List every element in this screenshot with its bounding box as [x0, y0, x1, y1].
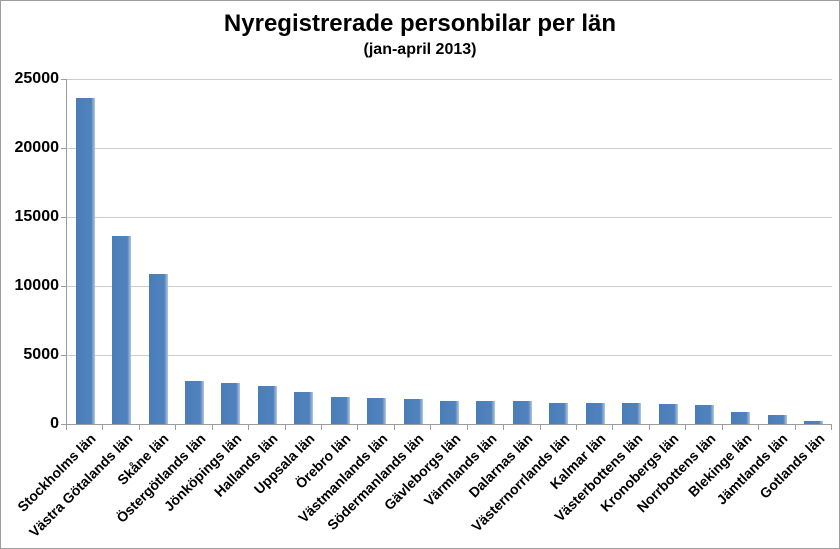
- chart-bar: [731, 412, 751, 424]
- x-axis-tick: [248, 425, 250, 430]
- x-axis-tick: [831, 425, 832, 430]
- chart-bar: [695, 405, 714, 424]
- y-axis-tick: [61, 286, 66, 287]
- chart-bar: [512, 401, 532, 424]
- x-axis-tick: [138, 425, 140, 430]
- x-axis-tick: [721, 425, 723, 430]
- y-axis-tick-label: 20000: [14, 139, 60, 156]
- y-axis-tick-label: 15000: [14, 208, 60, 225]
- y-axis-tick-label: 25000: [14, 70, 60, 87]
- x-axis-tick: [539, 425, 541, 430]
- y-axis-tick-label: 0: [50, 415, 59, 432]
- chart-bar: [367, 398, 387, 424]
- x-axis-tick: [102, 425, 104, 430]
- x-axis-tick: [357, 425, 359, 430]
- x-axis-tick: [648, 425, 650, 430]
- gridline: [67, 354, 832, 356]
- x-axis-tick: [393, 425, 395, 430]
- gridline: [67, 285, 832, 287]
- chart-subtitle: (jan-april 2013): [363, 41, 477, 58]
- chart-bar: [440, 400, 459, 424]
- chart-bar: [330, 397, 350, 424]
- y-axis-tick: [61, 217, 66, 218]
- chart-bar: [148, 273, 168, 424]
- chart-bar: [804, 420, 824, 424]
- chart-bar: [221, 383, 241, 424]
- chart-bar: [112, 235, 132, 424]
- chart-bar: [294, 391, 314, 424]
- chart-bar: [549, 402, 569, 424]
- plot-area: [66, 78, 832, 425]
- chart-bar: [767, 415, 787, 424]
- x-axis-tick: [794, 425, 796, 430]
- y-axis-tick: [61, 355, 66, 356]
- x-axis-tick: [284, 425, 286, 430]
- x-axis-tick: [466, 425, 468, 430]
- chart-title: Nyregistrerade personbilar per län: [223, 10, 617, 37]
- x-axis-tick: [576, 425, 577, 430]
- y-axis-tick: [61, 148, 66, 149]
- x-axis-tick: [321, 425, 322, 430]
- chart-bar: [257, 386, 277, 424]
- x-axis-tick: [66, 425, 67, 430]
- chart-bar: [476, 401, 496, 424]
- x-axis-tick: [503, 425, 505, 430]
- gridline: [67, 78, 832, 80]
- chart-bar: [585, 402, 605, 424]
- x-axis-tick: [758, 425, 760, 430]
- gridline: [67, 147, 832, 149]
- x-axis-tick: [612, 425, 614, 430]
- chart-bar: [658, 404, 678, 424]
- gridline: [67, 216, 832, 218]
- x-axis-tick: [211, 425, 213, 430]
- y-axis-tick: [61, 79, 66, 80]
- x-axis-tick: [685, 425, 687, 430]
- chart-bar: [185, 381, 204, 424]
- chart-bar: [403, 399, 423, 424]
- y-axis-tick-label: 5000: [23, 346, 59, 363]
- y-axis-tick-label: 10000: [14, 277, 60, 294]
- chart-bar: [622, 403, 642, 424]
- x-axis-tick: [175, 425, 177, 430]
- x-axis-tick: [430, 425, 432, 430]
- chart-bar: [75, 98, 95, 424]
- y-axis-tick: [61, 424, 66, 425]
